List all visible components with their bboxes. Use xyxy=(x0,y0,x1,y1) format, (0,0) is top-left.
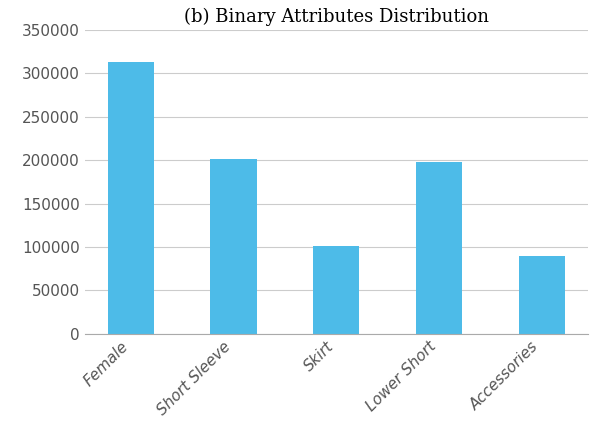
Bar xyxy=(108,62,154,334)
Bar xyxy=(416,162,462,334)
Bar xyxy=(313,246,359,334)
Title: (b) Binary Attributes Distribution: (b) Binary Attributes Distribution xyxy=(184,7,489,26)
Bar xyxy=(210,159,257,334)
Bar xyxy=(519,256,565,334)
